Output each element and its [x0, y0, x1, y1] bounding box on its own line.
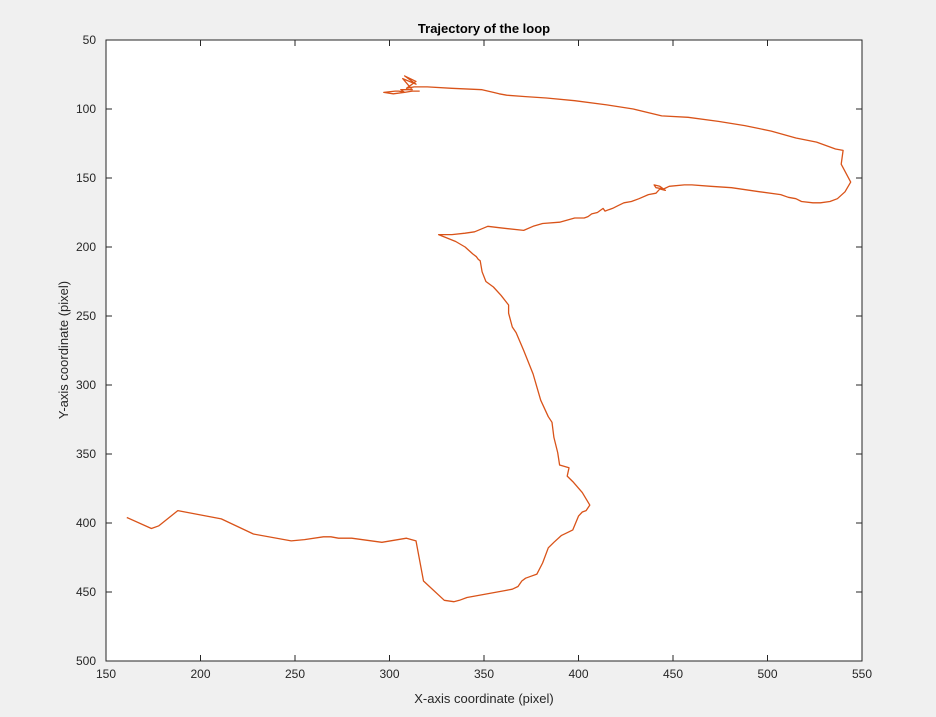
- line-layer: [126, 75, 852, 603]
- ticks-layer: 150 200 250 300 350 400 450 500 550 50 100 150 200 25…: [76, 33, 872, 681]
- x-tick-label: 400: [568, 667, 588, 681]
- x-axis-label: X-axis coordinate (pixel): [414, 691, 553, 706]
- y-tick-label: 450: [76, 585, 96, 599]
- trajectory-line: [126, 75, 852, 603]
- y-tick-label: 250: [76, 309, 96, 323]
- x-tick-label: 550: [852, 667, 872, 681]
- y-tick-label: 400: [76, 516, 96, 530]
- y-axis-label: Y-axis coordinate (pixel): [56, 281, 71, 419]
- y-tick-label: 350: [76, 447, 96, 461]
- y-tick-label: 150: [76, 171, 96, 185]
- y-tick-label: 100: [76, 102, 96, 116]
- x-tick-label: 200: [190, 667, 210, 681]
- chart-title: Trajectory of the loop: [418, 21, 550, 36]
- x-tick-label: 500: [757, 667, 777, 681]
- x-tick-label: 450: [663, 667, 683, 681]
- x-tick-label: 350: [474, 667, 494, 681]
- y-tick-label: 500: [76, 654, 96, 668]
- y-tick-label: 200: [76, 240, 96, 254]
- x-tick-label: 300: [379, 667, 399, 681]
- y-tick-label: 300: [76, 378, 96, 392]
- y-tick-label: 50: [83, 33, 97, 47]
- x-tick-label: 150: [96, 667, 116, 681]
- axes-background: [106, 40, 862, 661]
- x-tick-label: 250: [285, 667, 305, 681]
- axes-box: [105, 39, 863, 662]
